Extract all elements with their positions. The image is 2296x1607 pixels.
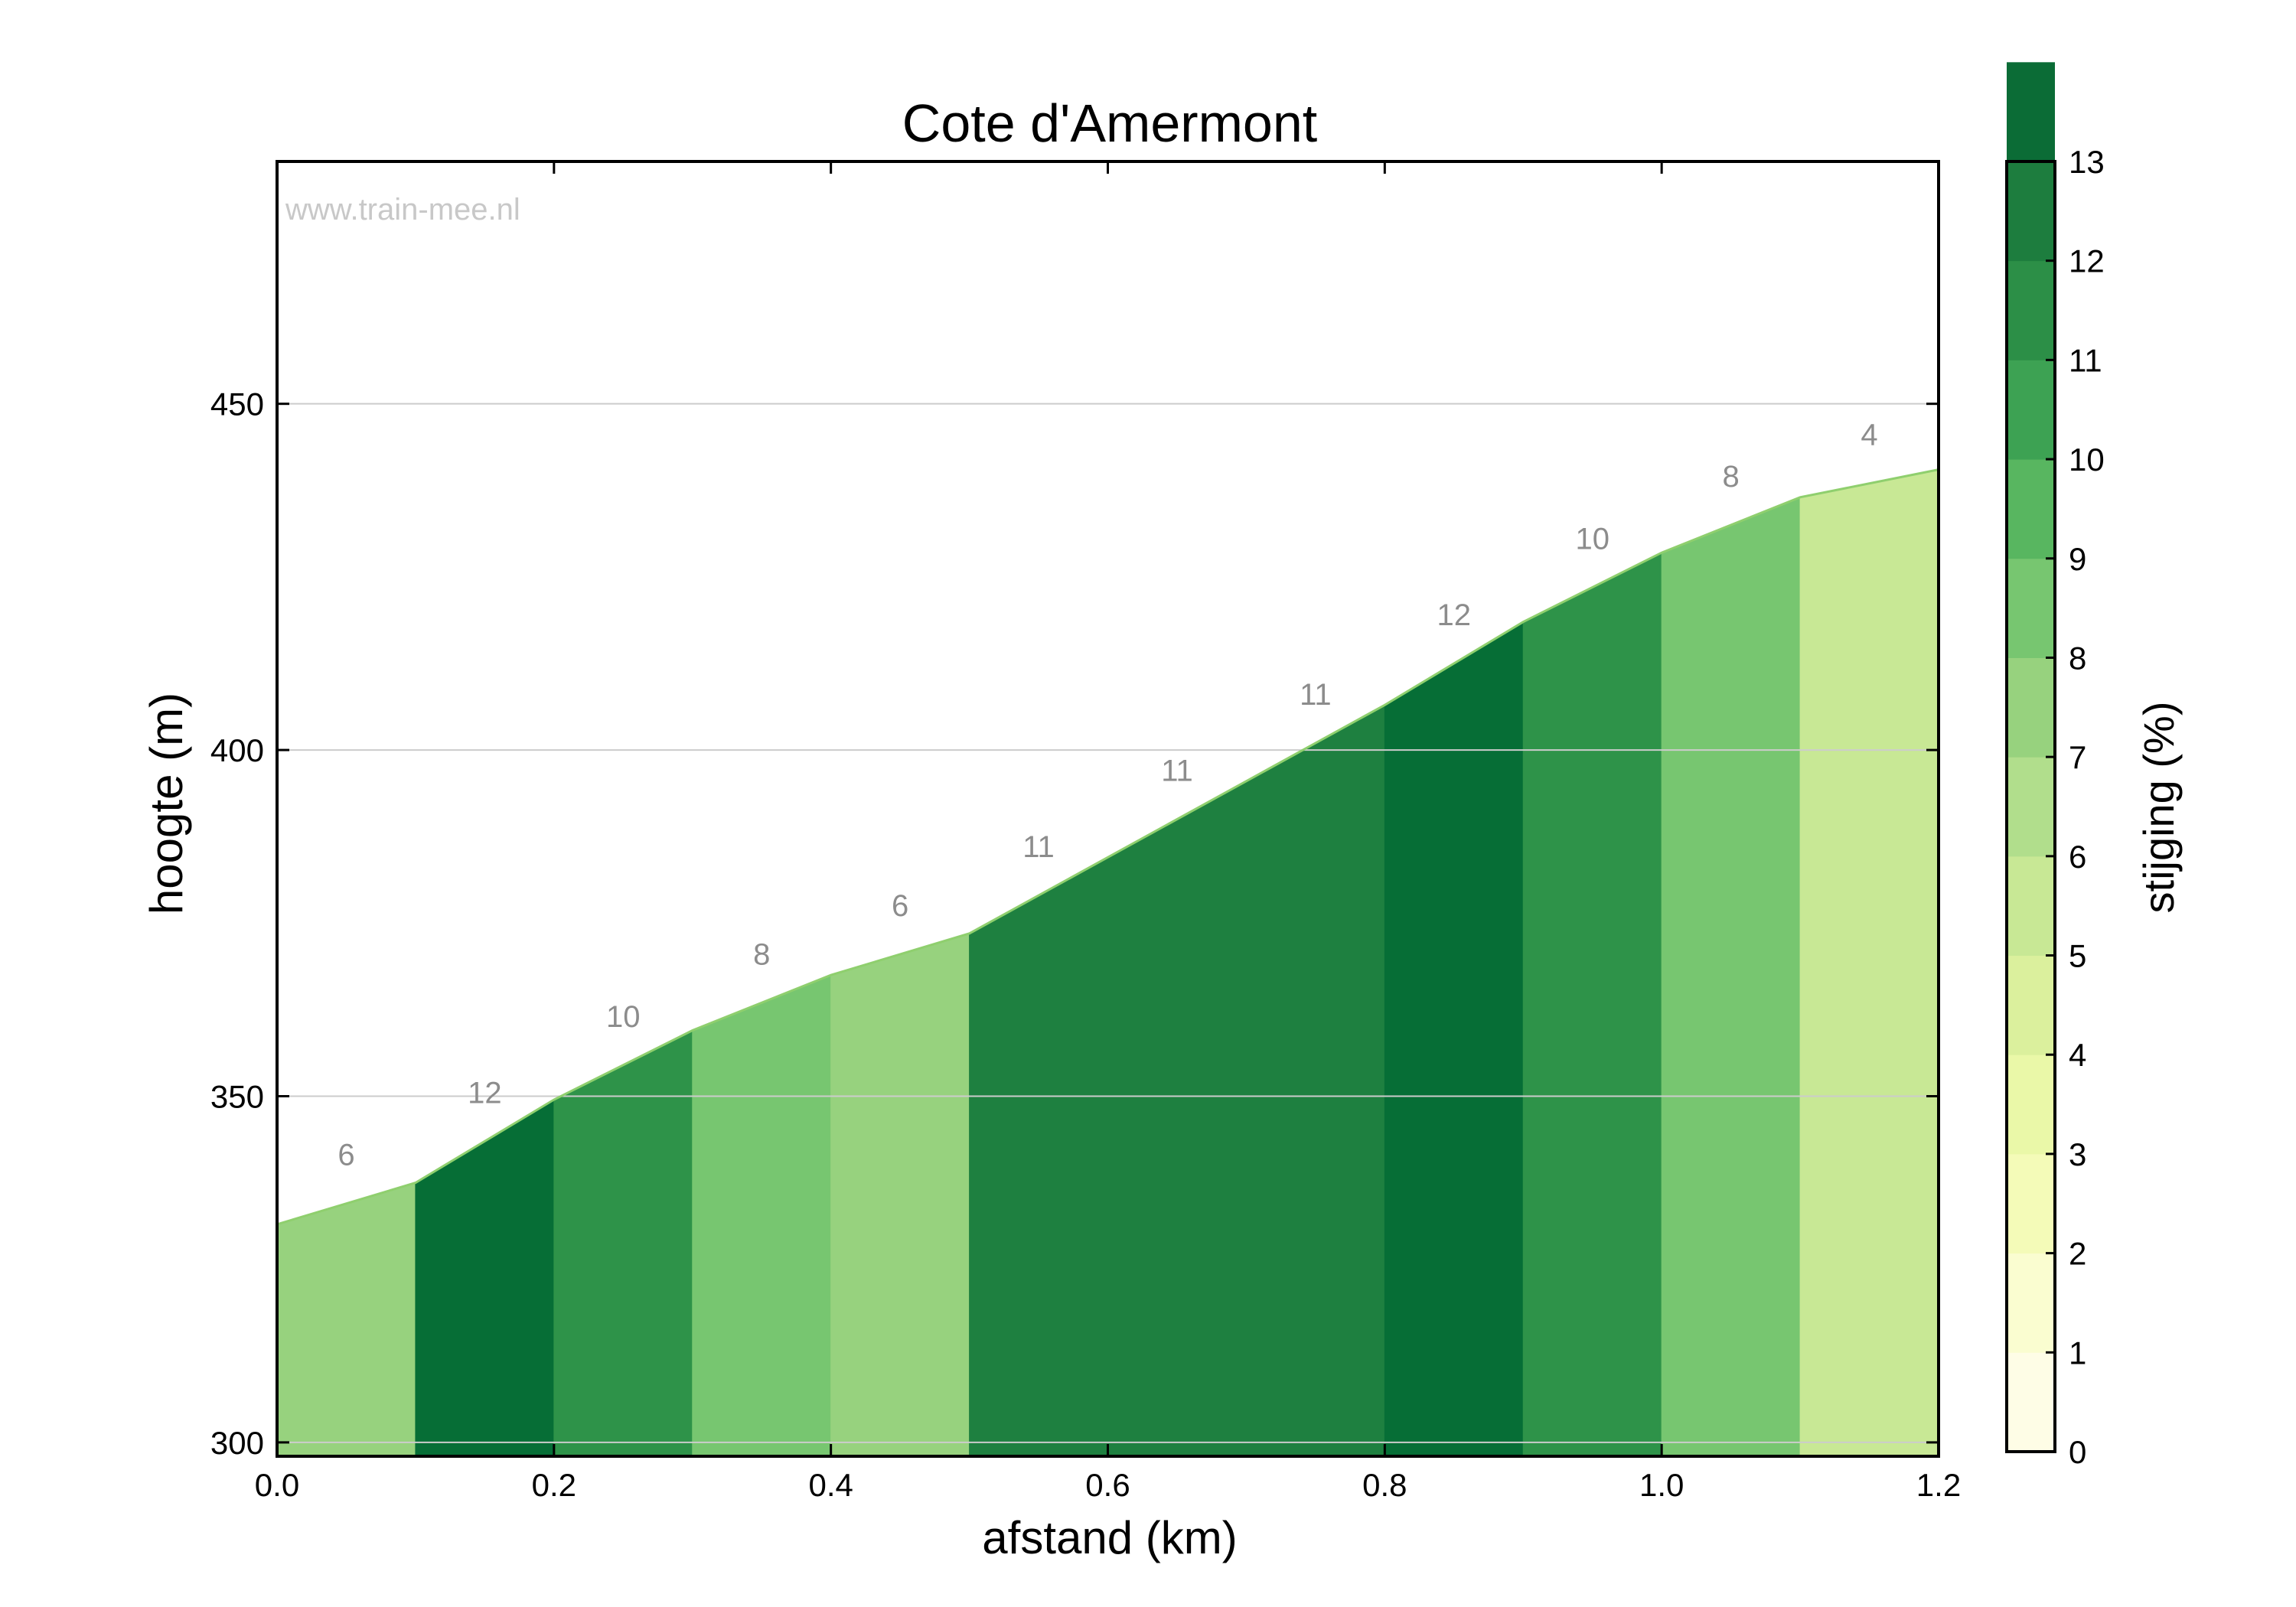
x-tick-label: 0.8 bbox=[1362, 1467, 1407, 1503]
segment-gradient-label: 8 bbox=[1723, 460, 1740, 494]
y-tick-label: 300 bbox=[210, 1425, 264, 1461]
segment-gradient-labels: 6 12 10 8 6 11 11 11 12 10 8 4 bbox=[338, 419, 1877, 1172]
colorbar-band bbox=[2007, 757, 2055, 857]
segment-gradient-label: 6 bbox=[892, 889, 908, 923]
colorbar-tick-label: 3 bbox=[2069, 1136, 2086, 1172]
colorbar-tick-label: 6 bbox=[2069, 839, 2086, 875]
colorbar-label: stijging (%) bbox=[2135, 702, 2183, 914]
segment-fills bbox=[276, 469, 1939, 1457]
segment-gradient-label: 10 bbox=[606, 1000, 641, 1034]
segment-fill bbox=[276, 1182, 416, 1457]
colorbar-tick-label: 7 bbox=[2069, 739, 2086, 775]
segment-fill bbox=[1522, 552, 1662, 1457]
y-tick-label: 450 bbox=[210, 386, 264, 422]
colorbar-tick-label: 1 bbox=[2069, 1335, 2086, 1371]
colorbar-tick-label: 8 bbox=[2069, 640, 2086, 676]
colorbar-tick-label: 5 bbox=[2069, 938, 2086, 974]
chart-title: Cote d'Amermont bbox=[902, 93, 1317, 153]
segment-fill bbox=[830, 933, 970, 1457]
segment-fill bbox=[553, 1029, 693, 1457]
segment-fill bbox=[1799, 469, 1939, 1457]
segment-gradient-label: 4 bbox=[1861, 419, 1877, 452]
segment-fill bbox=[1661, 497, 1801, 1457]
segment-fill bbox=[969, 856, 1108, 1457]
colorbar-band bbox=[2007, 955, 2055, 1055]
colorbar-band bbox=[2007, 1054, 2055, 1155]
profile-outline bbox=[276, 468, 1939, 1226]
colorbar-band bbox=[2007, 1153, 2055, 1254]
colorbar-band bbox=[2007, 260, 2055, 360]
colorbar-band bbox=[2007, 558, 2055, 658]
colorbar-tick-label: 2 bbox=[2069, 1236, 2086, 1272]
colorbar-band bbox=[2007, 161, 2055, 262]
watermark: www.train-mee.nl bbox=[285, 193, 520, 227]
segment-gradient-label: 11 bbox=[1161, 755, 1193, 788]
x-tick-label: 1.0 bbox=[1639, 1467, 1684, 1503]
colorbar-tick-label: 13 bbox=[2069, 144, 2105, 180]
colorbar-tick-label: 11 bbox=[2069, 342, 2102, 378]
segment-gradient-label: 11 bbox=[1022, 830, 1055, 864]
colorbar-band bbox=[2007, 62, 2055, 162]
colorbar-band bbox=[2007, 459, 2055, 559]
y-axis: 300 350 400 450 bbox=[210, 386, 1939, 1461]
colorbar-tick-label: 12 bbox=[2069, 243, 2105, 279]
colorbar-tick-label: 4 bbox=[2069, 1037, 2086, 1073]
colorbar-band bbox=[2007, 1352, 2055, 1452]
y-tick-label: 400 bbox=[210, 732, 264, 768]
y-tick-label: 350 bbox=[210, 1078, 264, 1114]
y-axis-label: hoogte (m) bbox=[141, 693, 192, 914]
segment-gradient-label: 12 bbox=[468, 1076, 502, 1110]
x-axis-label: afstand (km) bbox=[982, 1512, 1237, 1563]
x-tick-label: 0.0 bbox=[255, 1467, 299, 1503]
colorbar-tick-label: 10 bbox=[2069, 442, 2105, 478]
grid-lines bbox=[277, 403, 1939, 1443]
segment-gradient-label: 12 bbox=[1437, 598, 1472, 632]
colorbar-tick-label: 0 bbox=[2069, 1434, 2086, 1470]
colorbar-band bbox=[2007, 360, 2055, 460]
segment-gradient-label: 8 bbox=[753, 937, 770, 971]
colorbar-frame bbox=[2005, 160, 2056, 1453]
segment-gradient-label: 10 bbox=[1575, 522, 1609, 556]
segment-fill bbox=[1384, 621, 1524, 1457]
x-tick-label: 0.6 bbox=[1085, 1467, 1130, 1503]
colorbar-band bbox=[2007, 657, 2055, 758]
segment-fill bbox=[1245, 704, 1385, 1457]
x-axis: 0.0 0.2 0.4 0.6 0.8 1.0 1.2 bbox=[255, 161, 1961, 1503]
colorbar-band bbox=[2007, 856, 2055, 957]
segment-gradient-label: 6 bbox=[338, 1139, 354, 1172]
segment-fill bbox=[1107, 780, 1247, 1457]
x-tick-label: 1.2 bbox=[1916, 1467, 1961, 1503]
segment-fill bbox=[415, 1099, 555, 1457]
segment-fill bbox=[692, 974, 832, 1457]
segment-gradient-label: 11 bbox=[1300, 678, 1332, 712]
x-tick-label: 0.2 bbox=[532, 1467, 576, 1503]
x-tick-label: 0.4 bbox=[808, 1467, 853, 1503]
colorbar-tick-label: 9 bbox=[2069, 541, 2086, 577]
colorbar-band bbox=[2007, 1253, 2055, 1353]
